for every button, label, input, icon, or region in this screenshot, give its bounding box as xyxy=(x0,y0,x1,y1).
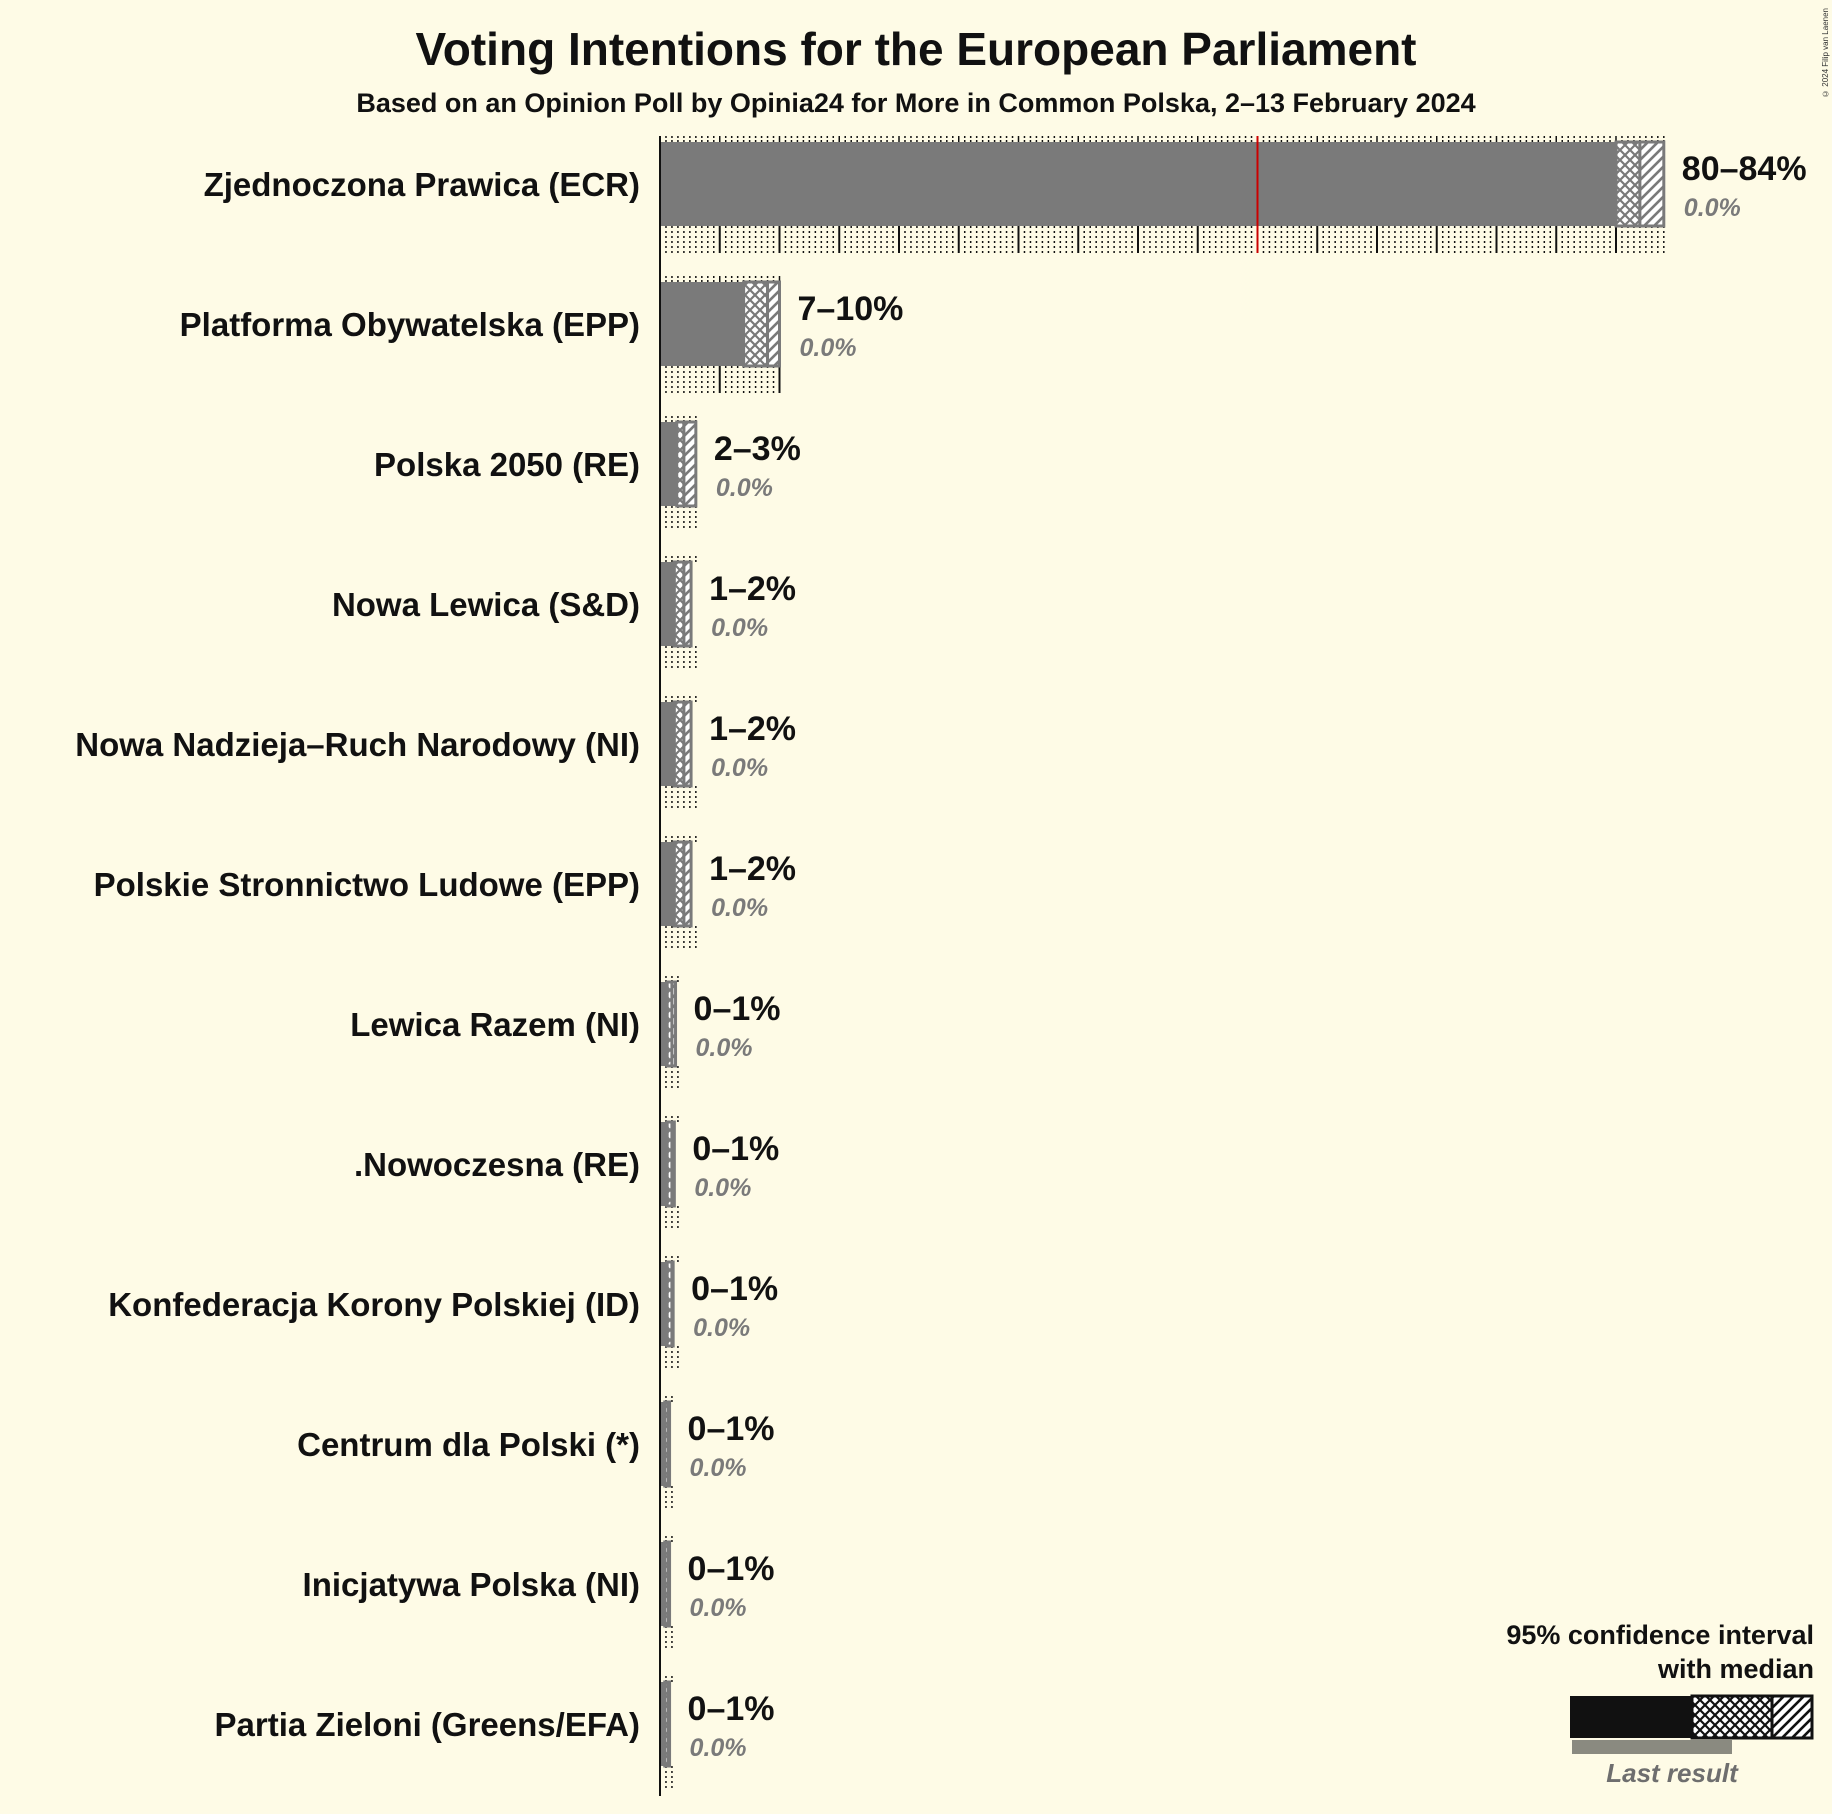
ci-bar-solid xyxy=(660,1542,665,1626)
legend-hatched-swatch xyxy=(1690,1694,1774,1740)
ci-bar-hatched-upper xyxy=(670,1120,676,1208)
ci-bar-solid xyxy=(660,1122,668,1206)
last-result-label: 0.0% xyxy=(711,894,768,922)
range-label: 0–1% xyxy=(688,1410,775,1448)
range-label: 1–2% xyxy=(709,850,796,888)
range-label: 0–1% xyxy=(691,1270,778,1308)
range-label: 1–2% xyxy=(709,710,796,748)
ci-bar-solid xyxy=(660,282,744,366)
legend-title-line1: 95% confidence interval xyxy=(1506,1620,1814,1650)
chart-title: Voting Intentions for the European Parli… xyxy=(415,23,1417,75)
ci-bar-hatched-upper xyxy=(1638,140,1666,228)
party-label: .Nowoczesna (RE) xyxy=(354,1146,640,1183)
party-row: Centrum dla Polski (*) 0–1% 0.0% xyxy=(297,1396,775,1508)
legend-title: 95% confidence interval with median xyxy=(1454,1618,1814,1686)
ci-bar-solid xyxy=(660,1262,668,1346)
legend-graphic xyxy=(1570,1694,1814,1754)
party-label: Zjednoczona Prawica (ECR) xyxy=(204,166,640,203)
party-row: Lewica Razem (NI) 0–1% 0.0% xyxy=(350,976,781,1088)
party-row: .Nowoczesna (RE) 0–1% 0.0% xyxy=(354,1116,779,1228)
party-row: Zjednoczona Prawica (ECR) 80–84% 0.0% xyxy=(204,136,1807,253)
party-row: Nowa Nadzieja–Ruch Narodowy (NI) 1–2% 0.0% xyxy=(75,696,796,808)
last-result-label: 0.0% xyxy=(690,1454,747,1482)
range-label: 0–1% xyxy=(692,1130,779,1168)
party-row: Partia Zieloni (Greens/EFA) 0–1% 0.0% xyxy=(215,1676,775,1788)
last-result-label: 0.0% xyxy=(800,334,857,362)
range-label: 1–2% xyxy=(709,570,796,608)
last-result-label: 0.0% xyxy=(711,614,768,642)
ci-bar-hatched-upper xyxy=(666,1400,672,1488)
range-label: 0–1% xyxy=(688,1550,775,1588)
ci-bar-hatched-upper xyxy=(766,280,781,368)
party-row: Nowa Lewica (S&D) 1–2% 0.0% xyxy=(332,556,796,668)
ci-bar-hatched-upper xyxy=(666,1540,672,1628)
legend-solid-swatch xyxy=(1570,1696,1692,1738)
range-label: 0–1% xyxy=(694,990,781,1028)
ci-bar-solid xyxy=(660,982,668,1066)
last-result-label: 0.0% xyxy=(1684,194,1741,222)
last-result-label: 0.0% xyxy=(693,1314,750,1342)
legend-diagonal-swatch xyxy=(1770,1694,1814,1740)
ci-bar-hatched-lower xyxy=(1614,140,1642,228)
last-result-label: 0.0% xyxy=(716,474,773,502)
party-rows: Zjednoczona Prawica (ECR) 80–84%0.0%Platf… xyxy=(75,136,1807,1788)
ci-bar-hatched-upper xyxy=(666,1680,672,1768)
last-result-label: 0.0% xyxy=(696,1034,753,1062)
range-label: 2–3% xyxy=(714,430,801,468)
party-label: Centrum dla Polski (*) xyxy=(297,1426,640,1463)
ci-bar-hatched-upper xyxy=(682,420,698,508)
party-label: Polskie Stronnictwo Ludowe (EPP) xyxy=(94,866,640,903)
ci-bar-solid xyxy=(660,422,677,506)
party-row: Inicjatywa Polska (NI) 0–1% 0.0% xyxy=(303,1536,775,1648)
party-label: Nowa Nadzieja–Ruch Narodowy (NI) xyxy=(75,726,640,763)
party-label: Nowa Lewica (S&D) xyxy=(332,586,640,623)
range-label: 0–1% xyxy=(688,1690,775,1728)
party-label: Polska 2050 (RE) xyxy=(374,446,640,483)
party-label: Konfederacja Korony Polskiej (ID) xyxy=(108,1286,640,1323)
legend-title-line2: with median xyxy=(1657,1654,1814,1684)
last-result-label: 0.0% xyxy=(694,1174,751,1202)
ci-bar-hatched-upper xyxy=(682,560,693,648)
last-result-label: 0.0% xyxy=(690,1734,747,1762)
party-label: Inicjatywa Polska (NI) xyxy=(303,1566,640,1603)
ci-bar-hatched-upper xyxy=(670,1260,675,1348)
ci-bar-hatched-upper xyxy=(682,840,693,928)
legend-last-result-swatch xyxy=(1572,1740,1732,1754)
party-row: Konfederacja Korony Polskiej (ID) 0–1% 0.0… xyxy=(108,1256,778,1368)
chart-subtitle: Based on an Opinion Poll by Opinia24 for… xyxy=(356,88,1476,118)
party-row: Polskie Stronnictwo Ludowe (EPP) 1–2% 0.0% xyxy=(94,836,796,948)
ci-bar-solid xyxy=(660,562,675,646)
party-label: Partia Zieloni (Greens/EFA) xyxy=(215,1706,640,1743)
last-result-label: 0.0% xyxy=(711,754,768,782)
range-label: 7–10% xyxy=(798,290,904,328)
ci-bar-solid xyxy=(660,142,1616,226)
ci-bar-solid xyxy=(660,1402,665,1486)
party-label: Platforma Obywatelska (EPP) xyxy=(180,306,640,343)
legend-last-result-label: Last result xyxy=(1606,1758,1738,1788)
ci-bar-solid xyxy=(660,842,675,926)
ci-bar-hatched-upper xyxy=(682,700,693,788)
party-row: Platforma Obywatelska (EPP) 7–10% 0.0% xyxy=(180,276,904,393)
ci-bar-hatched-lower xyxy=(742,280,770,368)
ci-bar-solid xyxy=(660,1682,665,1766)
ci-bar-solid xyxy=(660,702,675,786)
ci-bar-hatched-upper xyxy=(670,980,678,1068)
range-label: 80–84% xyxy=(1682,150,1807,188)
party-row: Polska 2050 (RE) 2–3% 0.0% xyxy=(374,416,801,528)
party-label: Lewica Razem (NI) xyxy=(350,1006,640,1043)
last-result-label: 0.0% xyxy=(690,1594,747,1622)
